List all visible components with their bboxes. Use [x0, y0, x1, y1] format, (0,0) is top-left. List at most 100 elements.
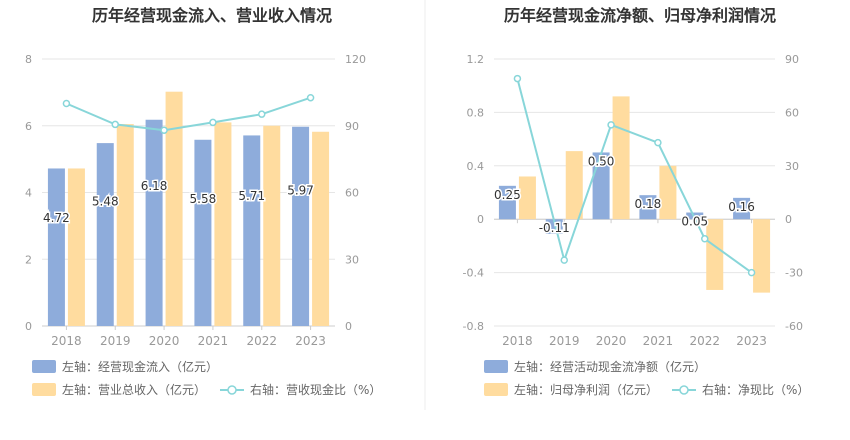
right-tick-label-0-2: 60 — [345, 187, 359, 200]
x-tick-label-0-1: 2019 — [100, 334, 131, 348]
x-tick-label-0-5: 2023 — [295, 334, 326, 348]
right-tick-label-1-3: 30 — [785, 160, 799, 173]
legend-label-0-1: 左轴：营业总收入（亿元） — [62, 382, 206, 397]
right-tick-label-0-1: 30 — [345, 253, 359, 266]
data-label-1-0-5: 0.16 — [728, 200, 755, 214]
data-label-0-0-1: 5.48 — [92, 194, 119, 208]
bar-1-0-0 — [498, 185, 516, 220]
bar-0-0-0 — [47, 168, 65, 326]
bar-0-1-1 — [116, 124, 134, 326]
bar-0-1-4 — [263, 125, 281, 326]
bar-0-1-3 — [214, 122, 232, 326]
bar-0-0-2 — [145, 119, 163, 327]
left-tick-label-1-1: -0.4 — [463, 267, 484, 280]
x-tick-label-1-1: 2019 — [549, 334, 580, 348]
data-label-1-0-3: 0.18 — [635, 197, 662, 211]
right-tick-label-1-4: 60 — [785, 106, 799, 119]
right-tick-label-1-0: -60 — [785, 320, 803, 333]
right-tick-label-0-3: 90 — [345, 120, 359, 133]
bar-0-0-3 — [194, 139, 212, 326]
right-tick-label-1-2: 0 — [785, 213, 792, 226]
line-point-1-2-5 — [747, 268, 756, 277]
line-point-1-2-4 — [701, 235, 709, 243]
left-tick-label-1-5: 1.2 — [467, 53, 485, 66]
legend-swatch-1-0 — [484, 360, 508, 373]
data-label-1-0-2: 0.50 — [588, 154, 615, 168]
legend-line-marker-0-2 — [227, 385, 237, 395]
bar-0-1-5 — [312, 131, 330, 326]
left-tick-label-1-4: 0.8 — [467, 106, 485, 119]
bar-1-1-3 — [659, 165, 677, 220]
legend-label-0-2: 右轴：营收现金比（%） — [250, 382, 381, 397]
chart-title-0: 历年经营现金流入、营业收入情况 — [92, 6, 332, 25]
legend-label-1-0: 左轴：经营活动现金流净额（亿元） — [514, 359, 706, 374]
bar-0-0-4 — [243, 135, 261, 326]
data-label-1-0-0: 0.25 — [494, 188, 521, 202]
left-tick-label-0-2: 4 — [25, 187, 32, 200]
legend-label-1-2: 右轴：净现比（%） — [702, 382, 809, 397]
data-label-0-0-2: 6.18 — [141, 179, 168, 193]
bar-1-0-2 — [592, 152, 610, 220]
x-tick-label-1-3: 2021 — [643, 334, 674, 348]
right-tick-label-1-5: 90 — [785, 53, 799, 66]
bar-0-1-2 — [165, 91, 183, 327]
data-label-1-0-4: 0.05 — [681, 215, 708, 229]
x-tick-label-0-0: 2018 — [51, 334, 82, 348]
left-tick-label-0-3: 6 — [25, 120, 32, 133]
left-tick-label-0-1: 2 — [25, 253, 32, 266]
line-point-0-2-4 — [258, 110, 266, 118]
line-point-0-2-3 — [209, 118, 217, 127]
left-tick-label-1-0: -0.8 — [463, 320, 484, 333]
line-series-0-2 — [66, 96, 311, 132]
right-tick-label-0-4: 120 — [345, 53, 366, 66]
legend-swatch-0-0 — [32, 360, 56, 373]
left-tick-label-0-0: 0 — [25, 320, 32, 333]
bar-1-0-1 — [545, 219, 563, 234]
data-label-0-0-4: 5.71 — [238, 189, 265, 203]
left-tick-label-1-2: 0 — [477, 213, 484, 226]
line-point-1-2-3 — [654, 138, 662, 147]
line-point-1-2-0 — [513, 74, 522, 83]
legend-swatch-1-1 — [484, 383, 508, 396]
x-tick-label-1-0: 2018 — [502, 334, 533, 348]
legend-swatch-0-1 — [32, 383, 56, 396]
bar-0-0-1 — [96, 143, 114, 326]
data-label-0-0-3: 5.58 — [190, 192, 217, 206]
right-tick-label-1-1: -30 — [785, 267, 803, 280]
data-label-0-0-5: 5.97 — [287, 183, 314, 197]
x-tick-label-0-3: 2021 — [198, 334, 229, 348]
legend-label-0-0: 左轴：经营现金流入（亿元） — [62, 359, 218, 374]
bar-1-0-3 — [639, 195, 657, 220]
x-tick-label-0-2: 2020 — [149, 334, 180, 348]
line-point-0-2-1 — [111, 120, 119, 129]
chart-title-1: 历年经营现金流净额、归母净利润情况 — [504, 6, 776, 25]
left-tick-label-0-4: 8 — [25, 53, 32, 66]
x-tick-label-1-5: 2023 — [736, 334, 767, 348]
line-point-1-2-2 — [607, 121, 615, 129]
right-tick-label-0-0: 0 — [345, 320, 352, 333]
line-series-1-2 — [516, 78, 753, 274]
data-label-1-0-1: -0.11 — [539, 221, 570, 235]
legend-line-marker-1-2 — [679, 385, 689, 395]
line-point-0-2-5 — [306, 93, 315, 102]
bar-1-1-0 — [518, 176, 536, 220]
x-tick-label-0-4: 2022 — [246, 334, 277, 348]
line-point-0-2-2 — [160, 126, 168, 134]
bar-0-1-0 — [67, 168, 85, 326]
bar-1-1-2 — [612, 96, 630, 220]
x-tick-label-1-2: 2020 — [596, 334, 627, 348]
bar-1-1-5 — [753, 219, 771, 293]
x-tick-label-1-4: 2022 — [689, 334, 720, 348]
line-point-1-2-1 — [560, 256, 568, 264]
legend-label-1-1: 左轴：归母净利润（亿元） — [514, 382, 658, 397]
data-label-0-0-0: 4.72 — [43, 211, 70, 225]
bar-0-0-5 — [292, 126, 310, 326]
bar-1-1-4 — [706, 219, 724, 290]
bar-1-0-5 — [733, 197, 751, 220]
line-point-0-2-0 — [62, 99, 71, 108]
bar-1-0-4 — [686, 212, 704, 220]
bar-1-1-1 — [565, 151, 583, 220]
left-tick-label-1-3: 0.4 — [467, 160, 485, 173]
